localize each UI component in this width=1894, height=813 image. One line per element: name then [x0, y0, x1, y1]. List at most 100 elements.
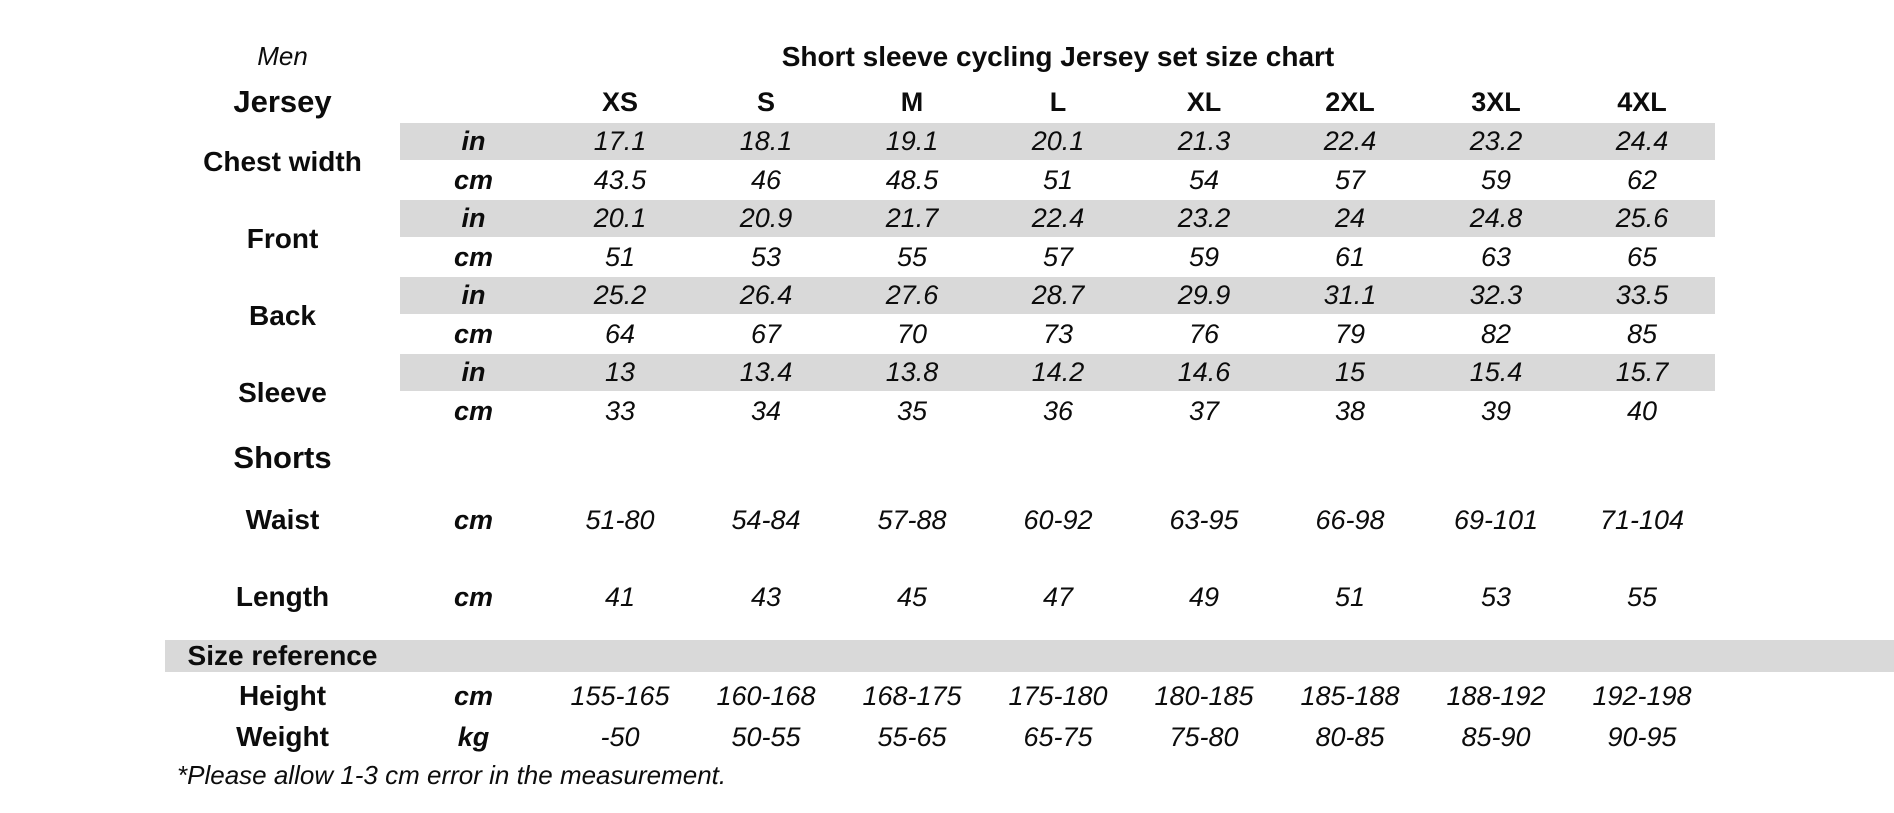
value-cell: 27.6 [839, 277, 985, 314]
value-cell: 51 [604, 241, 636, 272]
value-cell: 23.2 [1131, 200, 1277, 237]
value-cell: 20.1 [985, 123, 1131, 160]
value-cell: 73 [1042, 318, 1074, 349]
value-cell: 54 [1188, 164, 1220, 195]
value-cell: 55 [896, 241, 928, 272]
value-cell: 64 [604, 318, 636, 349]
value-cell: 66-98 [1315, 504, 1385, 535]
value-cell: 65-75 [1023, 721, 1093, 752]
value-cell: 21.7 [839, 200, 985, 237]
value-cell: 60-92 [1023, 504, 1093, 535]
value-cell: 51 [1334, 581, 1366, 612]
value-cell: 37 [1188, 395, 1220, 426]
value-cell: 54-84 [731, 504, 801, 535]
value-cell: 90-95 [1607, 721, 1677, 752]
value-cell: 57-88 [877, 504, 947, 535]
unit-label-cm: cm [453, 504, 494, 535]
value-cell: 21.3 [1131, 123, 1277, 160]
value-cell: 71-104 [1599, 504, 1685, 535]
value-cell: 32.3 [1423, 277, 1569, 314]
value-cell: 31.1 [1277, 277, 1423, 314]
size-header-l: L [1049, 86, 1067, 117]
value-cell: 41 [604, 581, 636, 612]
value-cell: 85-90 [1461, 721, 1531, 752]
value-cell: 45 [896, 581, 928, 612]
unit-label-cm: cm [453, 318, 494, 349]
value-cell: 15 [1277, 354, 1423, 391]
value-cell: 20.1 [547, 200, 693, 237]
chart-title: Short sleeve cycling Jersey set size cha… [781, 40, 1335, 72]
value-cell: 48.5 [885, 164, 939, 195]
value-cell: 180-185 [1154, 680, 1254, 711]
value-cell: 23.2 [1423, 123, 1569, 160]
value-cell: 53 [1480, 581, 1512, 612]
value-cell: 13.8 [839, 354, 985, 391]
value-cell: 13 [547, 354, 693, 391]
value-cell: 70 [896, 318, 928, 349]
value-cell: 51-80 [585, 504, 655, 535]
shorts-section-heading: Shorts [233, 440, 332, 475]
size-header-row: Jersey XS S M L XL 2XL 3XL 4XL [165, 84, 1894, 120]
value-cell: 22.4 [985, 200, 1131, 237]
row-label-back: Back [249, 299, 316, 331]
value-cell: 50-55 [731, 721, 801, 752]
value-cell: 80-85 [1315, 721, 1385, 752]
value-cell: 22.4 [1277, 123, 1423, 160]
measure-row-sleeve: Sleeve in 13 13.4 13.8 14.2 14.6 15 15.4… [165, 354, 1894, 431]
row-label-weight: Weight [236, 721, 329, 752]
value-cell: 57 [1334, 164, 1366, 195]
measurement-footnote: *Please allow 1-3 cm error in the measur… [177, 760, 727, 790]
gender-label: Men [257, 41, 308, 71]
value-cell: 175-180 [1008, 680, 1108, 711]
value-cell: 36 [1042, 395, 1074, 426]
value-cell: 75-80 [1169, 721, 1239, 752]
value-cell: 35 [896, 395, 928, 426]
unit-label-in: in [400, 200, 547, 237]
value-cell: 185-188 [1300, 680, 1400, 711]
value-cell: 155-165 [570, 680, 670, 711]
value-cell: 29.9 [1131, 277, 1277, 314]
top-row: Men Short sleeve cycling Jersey set size… [165, 40, 1894, 73]
measure-row-length: Length cm 41 43 45 47 49 51 53 55 [165, 577, 1894, 617]
value-cell: -50 [600, 721, 640, 752]
value-cell: 160-168 [716, 680, 816, 711]
jersey-section-heading: Jersey [233, 84, 332, 119]
value-cell: 25.2 [547, 277, 693, 314]
value-cell: 33 [604, 395, 636, 426]
value-cell: 24 [1277, 200, 1423, 237]
row-label-height: Height [238, 680, 327, 711]
value-cell: 63 [1480, 241, 1512, 272]
size-header-xs: XS [601, 86, 639, 117]
measure-row-front: Front in 20.1 20.9 21.7 22.4 23.2 24 24.… [165, 200, 1894, 277]
value-cell: 15.4 [1423, 354, 1569, 391]
value-cell: 63-95 [1169, 504, 1239, 535]
value-cell: 47 [1042, 581, 1074, 612]
size-header-m: M [900, 86, 924, 117]
value-cell: 19.1 [839, 123, 985, 160]
size-reference-heading: Size reference [187, 640, 378, 671]
value-cell: 168-175 [862, 680, 962, 711]
row-label-front: Front [246, 222, 319, 254]
value-cell: 28.7 [985, 277, 1131, 314]
unit-column-spacer [400, 84, 547, 120]
value-cell: 59 [1188, 241, 1220, 272]
value-cell: 38 [1334, 395, 1366, 426]
value-cell: 188-192 [1446, 680, 1546, 711]
value-cell: 39 [1480, 395, 1512, 426]
value-cell: 34 [750, 395, 782, 426]
value-cell: 61 [1334, 241, 1366, 272]
value-cell: 20.9 [693, 200, 839, 237]
value-cell: 192-198 [1592, 680, 1692, 711]
value-cell: 55-65 [877, 721, 947, 752]
unit-label-in: in [400, 277, 547, 314]
measure-row-back: Back in 25.2 26.4 27.6 28.7 29.9 31.1 32… [165, 277, 1894, 354]
unit-label-cm: cm [453, 680, 494, 711]
unit-label-cm: cm [453, 241, 494, 272]
unit-label-cm: cm [453, 395, 494, 426]
value-cell: 18.1 [693, 123, 839, 160]
value-cell: 25.6 [1569, 200, 1715, 237]
measure-row-chest-width: Chest width in 17.1 18.1 19.1 20.1 21.3 … [165, 123, 1894, 200]
unit-label-cm: cm [453, 164, 494, 195]
value-cell: 79 [1334, 318, 1366, 349]
size-header-s: S [756, 86, 775, 117]
